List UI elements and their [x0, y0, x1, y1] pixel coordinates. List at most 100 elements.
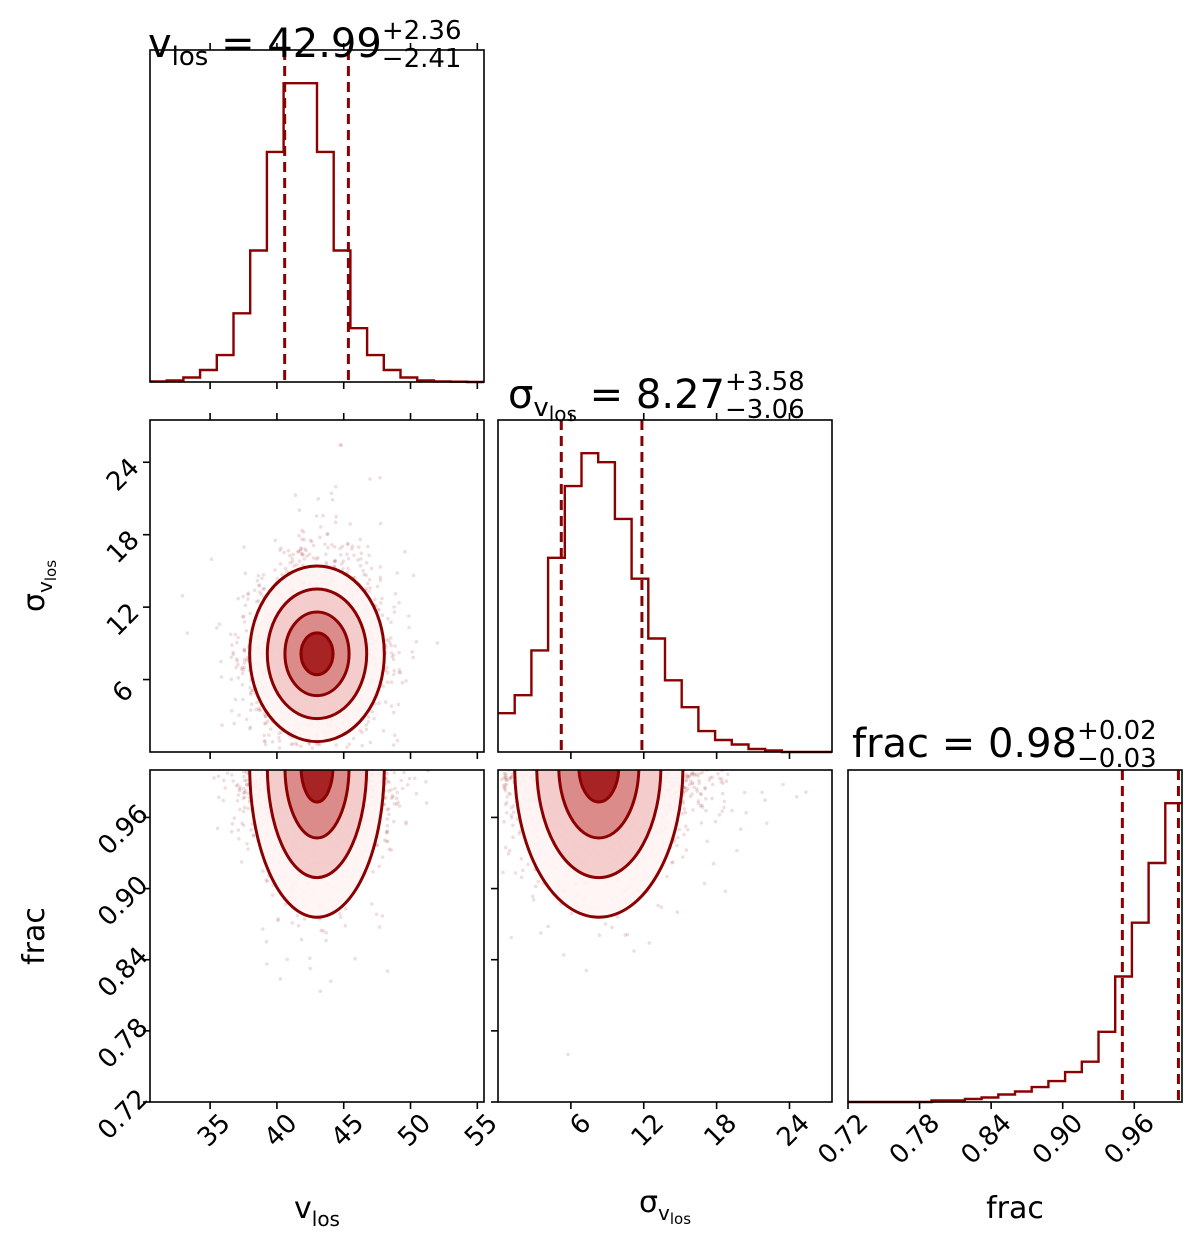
scatter-point	[352, 553, 356, 558]
scatter-point	[389, 636, 393, 640]
scatter-point	[249, 828, 253, 832]
scatter-point	[393, 592, 398, 596]
scatter-point	[302, 537, 307, 542]
scatter-point	[384, 638, 389, 642]
scatter-point	[264, 939, 269, 944]
scatter-point	[256, 574, 261, 578]
scatter-point	[275, 766, 279, 770]
scatter-point	[278, 977, 283, 981]
scatter-point	[321, 929, 326, 933]
scatter-point	[263, 739, 267, 743]
scatter-point	[341, 765, 345, 769]
scatter-point	[384, 796, 388, 800]
scatter-point	[340, 562, 344, 566]
scatter-point	[276, 917, 281, 921]
scatter-point	[367, 553, 371, 558]
scatter-point	[405, 783, 410, 787]
scatter-point	[345, 570, 350, 575]
scatter-point	[295, 743, 300, 747]
scatter-point	[294, 741, 298, 746]
scatter-point	[338, 911, 342, 916]
scatter-point	[351, 736, 356, 741]
scatter-point	[242, 805, 247, 810]
scatter-point	[373, 597, 377, 602]
scatter-point	[338, 915, 343, 920]
scatter-point	[326, 546, 330, 550]
scatter-point	[273, 568, 277, 572]
scatter-point	[325, 765, 329, 769]
scatter-point	[366, 715, 371, 719]
scatter-point	[285, 569, 289, 574]
scatter-point	[292, 564, 296, 568]
scatter-point	[358, 537, 363, 542]
scatter-point	[242, 545, 246, 549]
scatter-point	[333, 558, 338, 563]
scatter-point	[377, 864, 382, 869]
scatter-point	[243, 778, 247, 783]
scatter-point	[304, 548, 308, 553]
scatter-point	[345, 765, 349, 769]
scatter-point	[391, 653, 396, 657]
scatter-point	[258, 590, 262, 594]
scatter-point	[345, 542, 350, 547]
scatter-point	[404, 822, 408, 826]
scatter-point	[299, 744, 303, 749]
scatter-point	[368, 477, 372, 481]
scatter-point	[346, 556, 351, 561]
scatter-point	[324, 938, 328, 943]
scatter-point	[316, 742, 321, 746]
scatter-point	[241, 614, 246, 619]
scatter-point	[289, 742, 293, 747]
scatter-point	[235, 799, 240, 803]
scatter-point	[212, 776, 216, 780]
scatter-point	[367, 763, 371, 767]
scatter-point	[387, 789, 391, 793]
scatter-point	[246, 592, 250, 597]
scatter-point	[229, 677, 234, 682]
scatter-point	[215, 626, 219, 630]
scatter-point	[277, 735, 281, 740]
scatter-point	[400, 786, 405, 791]
scatter-point	[397, 600, 401, 605]
scatter-point	[237, 713, 241, 717]
scatter-point	[242, 620, 247, 624]
scatter-point	[234, 665, 238, 670]
scatter-point	[378, 475, 382, 480]
scatter-point	[295, 766, 299, 770]
scatter-point	[350, 547, 354, 551]
scatter-point	[388, 641, 392, 645]
scatter-point	[217, 795, 221, 800]
scatter-point	[396, 702, 401, 707]
scatter-point	[316, 556, 320, 560]
contour-line	[283, 610, 351, 698]
scatter-point	[243, 603, 248, 608]
scatter-point	[230, 643, 234, 647]
scatter-point	[291, 552, 296, 557]
scatter-point	[263, 714, 268, 718]
scatter-point	[229, 709, 234, 713]
scatter-point	[295, 913, 300, 918]
scatter-point	[242, 770, 246, 774]
scatter-point	[268, 727, 273, 731]
scatter-point	[230, 821, 235, 826]
scatter-point	[231, 779, 236, 783]
scatter-point	[384, 830, 389, 834]
scatter-point	[258, 708, 263, 713]
scatter-point	[283, 566, 288, 571]
scatter-point	[290, 921, 295, 925]
scatter-point	[240, 683, 245, 687]
scatter-point	[264, 878, 269, 882]
scatter-point	[252, 588, 257, 593]
scatter-point	[262, 586, 267, 591]
scatter-point	[278, 548, 282, 552]
scatter-point	[332, 765, 336, 769]
scatter-point	[237, 787, 242, 791]
scatter-point	[261, 587, 266, 591]
scatter-point	[248, 685, 252, 690]
scatter-point	[392, 819, 396, 824]
scatter-point	[338, 443, 342, 447]
scatter-point	[346, 541, 350, 546]
scatter-point	[368, 740, 373, 745]
scatter-point	[389, 704, 394, 708]
